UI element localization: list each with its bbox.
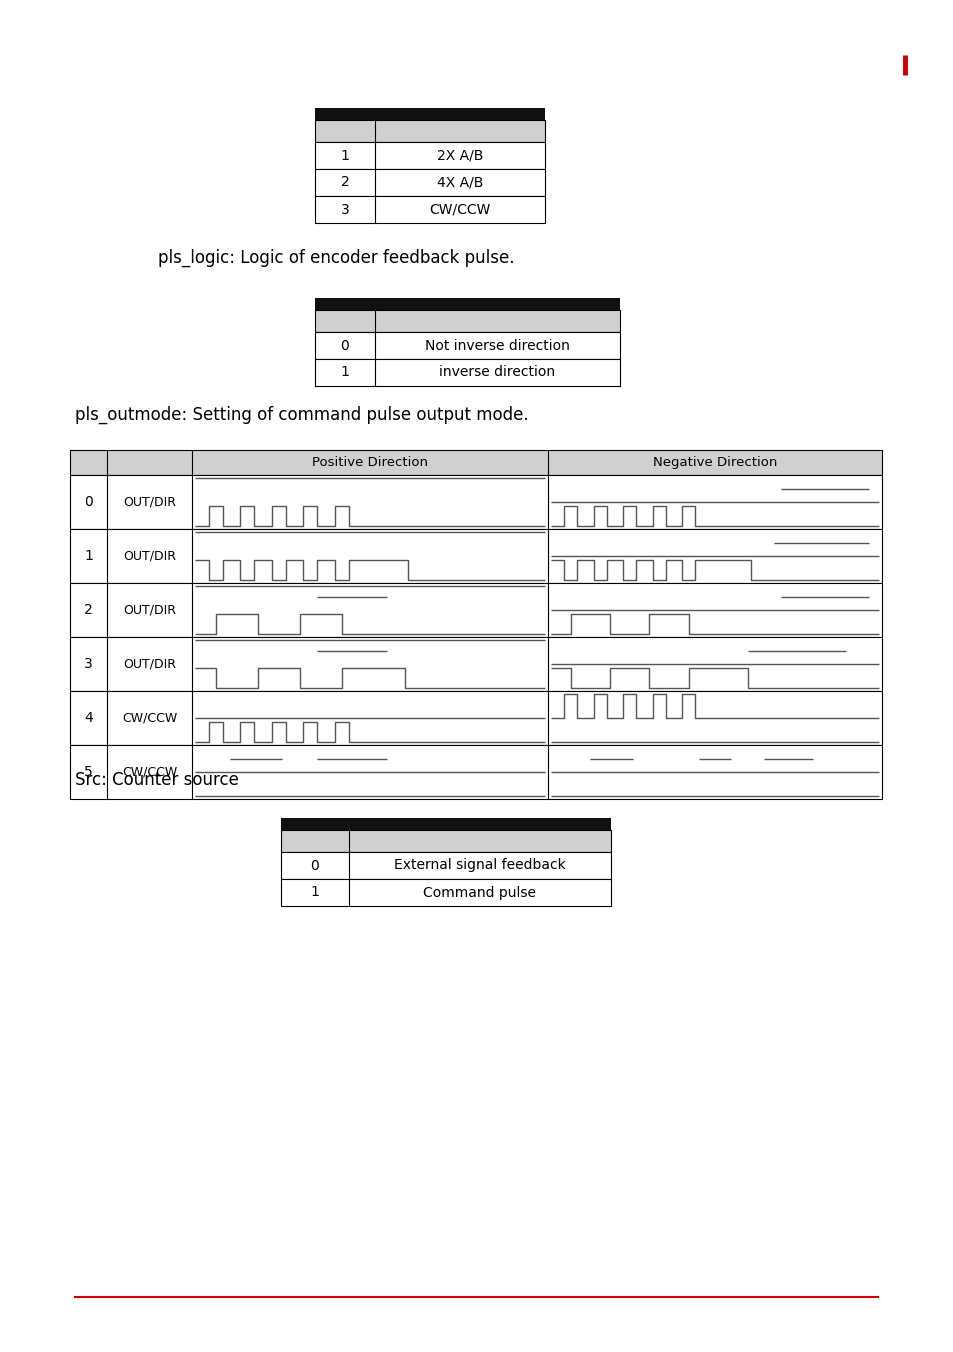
Text: OUT/DIR: OUT/DIR — [123, 549, 175, 562]
Text: 3: 3 — [340, 203, 349, 216]
Bar — [314, 310, 619, 333]
Bar — [314, 169, 544, 196]
Text: CW/CCW: CW/CCW — [122, 711, 177, 725]
Bar — [281, 818, 610, 830]
Text: 0: 0 — [311, 859, 319, 872]
Bar — [70, 637, 882, 691]
Bar — [314, 333, 619, 360]
Text: 1: 1 — [84, 549, 92, 562]
Text: inverse direction: inverse direction — [439, 365, 555, 380]
Bar — [70, 529, 882, 583]
Text: pls_outmode: Setting of command pulse output mode.: pls_outmode: Setting of command pulse ou… — [75, 406, 528, 425]
Text: 4X A/B: 4X A/B — [436, 176, 482, 189]
Text: pls_logic: Logic of encoder feedback pulse.: pls_logic: Logic of encoder feedback pul… — [158, 249, 514, 268]
Bar — [70, 691, 882, 745]
Text: OUT/DIR: OUT/DIR — [123, 495, 175, 508]
Text: CW/CCW: CW/CCW — [122, 765, 177, 779]
Text: CW/CCW: CW/CCW — [429, 203, 490, 216]
Text: 1: 1 — [340, 365, 349, 380]
Text: 1: 1 — [311, 886, 319, 899]
Bar — [314, 120, 544, 142]
Text: External signal feedback: External signal feedback — [394, 859, 565, 872]
Bar — [70, 583, 882, 637]
Text: Not inverse direction: Not inverse direction — [425, 338, 569, 353]
Text: 0: 0 — [84, 495, 92, 508]
Bar — [70, 475, 882, 529]
Bar — [314, 360, 619, 387]
Text: 5: 5 — [84, 765, 92, 779]
Text: Negative Direction: Negative Direction — [652, 456, 777, 469]
Text: Positive Direction: Positive Direction — [312, 456, 428, 469]
Bar — [70, 745, 882, 799]
Text: 3: 3 — [84, 657, 92, 671]
Bar — [281, 830, 610, 852]
Text: 2: 2 — [340, 176, 349, 189]
Text: 1: 1 — [340, 149, 349, 162]
Text: Src: Counter source: Src: Counter source — [75, 771, 238, 790]
Bar — [281, 879, 610, 906]
Text: 4: 4 — [84, 711, 92, 725]
Bar — [314, 142, 544, 169]
Text: OUT/DIR: OUT/DIR — [123, 657, 175, 671]
Bar — [314, 108, 544, 120]
Bar — [314, 297, 619, 310]
Text: OUT/DIR: OUT/DIR — [123, 603, 175, 617]
Bar — [314, 196, 544, 223]
Text: 0: 0 — [340, 338, 349, 353]
Text: 2X A/B: 2X A/B — [436, 149, 482, 162]
Bar — [281, 852, 610, 879]
Text: Command pulse: Command pulse — [423, 886, 536, 899]
Text: 2: 2 — [84, 603, 92, 617]
Bar — [70, 450, 882, 475]
